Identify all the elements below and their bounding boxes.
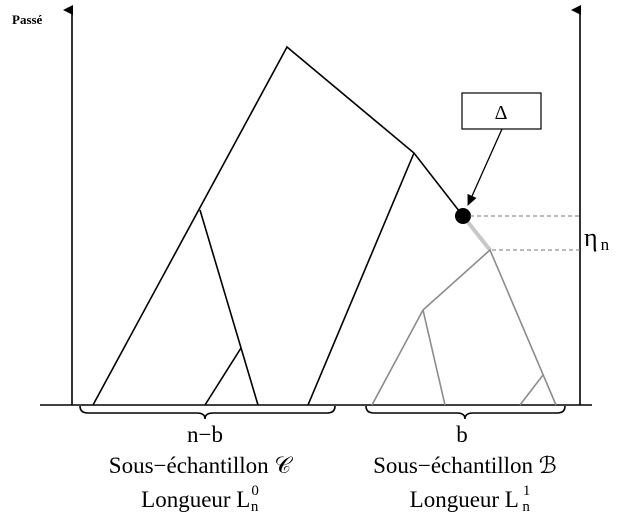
delta-box (461, 92, 542, 130)
brace (365, 405, 566, 420)
sample-name: Sous−échantillon ℬ (373, 453, 557, 478)
tree-b (371, 214, 557, 406)
tree-c (92, 45, 464, 406)
brace (79, 405, 336, 420)
arrow (467, 128, 503, 206)
delta-label: Δ (495, 102, 508, 124)
sample-size: b (456, 422, 468, 447)
sample-length: Longueur L0 n (141, 483, 259, 515)
sample-name: Sous−échantillon 𝒞 (109, 453, 294, 478)
node (455, 208, 471, 224)
sample-size: n−b (187, 422, 223, 447)
axis-label: Passé (12, 12, 43, 27)
